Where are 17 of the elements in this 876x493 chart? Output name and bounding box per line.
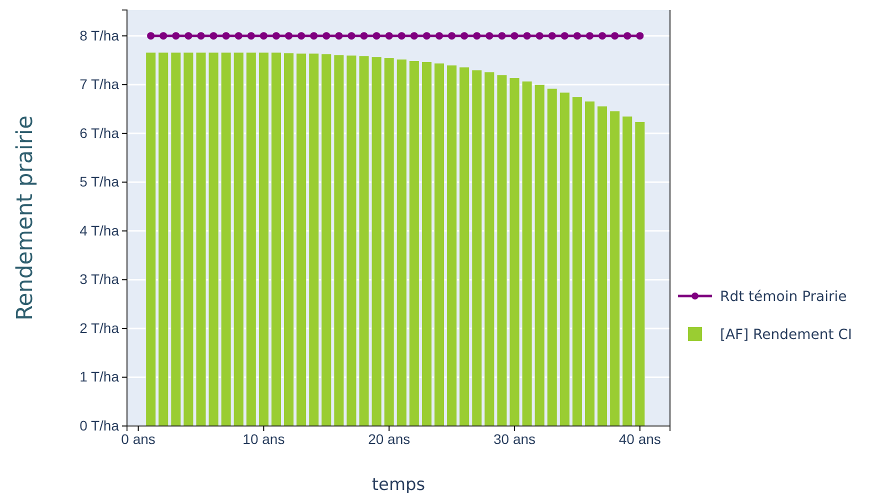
y-tick-label: 6 T/ha bbox=[80, 124, 120, 141]
y-tick-label: 7 T/ha bbox=[80, 76, 120, 92]
y-tick-label: 2 T/ha bbox=[80, 320, 120, 336]
x-tick-label: 40 ans bbox=[618, 430, 661, 447]
x-tick-label: 10 ans bbox=[242, 430, 285, 447]
y-axis-title: Rendement prairie bbox=[13, 115, 38, 321]
y-tick-label: 3 T/ha bbox=[80, 271, 120, 288]
x-tick-label: 20 ans bbox=[368, 430, 410, 447]
legend-label: Rdt témoin Prairie bbox=[720, 289, 847, 305]
y-tick-label: 0 T/ha bbox=[80, 417, 120, 434]
text: [AF] Rendement CI bbox=[720, 327, 852, 343]
x-tick-label: 30 ans bbox=[493, 430, 536, 447]
y-tick-label: 8 T/ha bbox=[80, 27, 120, 44]
y-tick-label: 4 T/ha bbox=[80, 222, 120, 238]
x-tick-label: 0 ans bbox=[121, 430, 156, 447]
y-tick-label: 1 T/ha bbox=[80, 368, 120, 385]
y-tick-label: 5 T/ha bbox=[80, 174, 120, 190]
